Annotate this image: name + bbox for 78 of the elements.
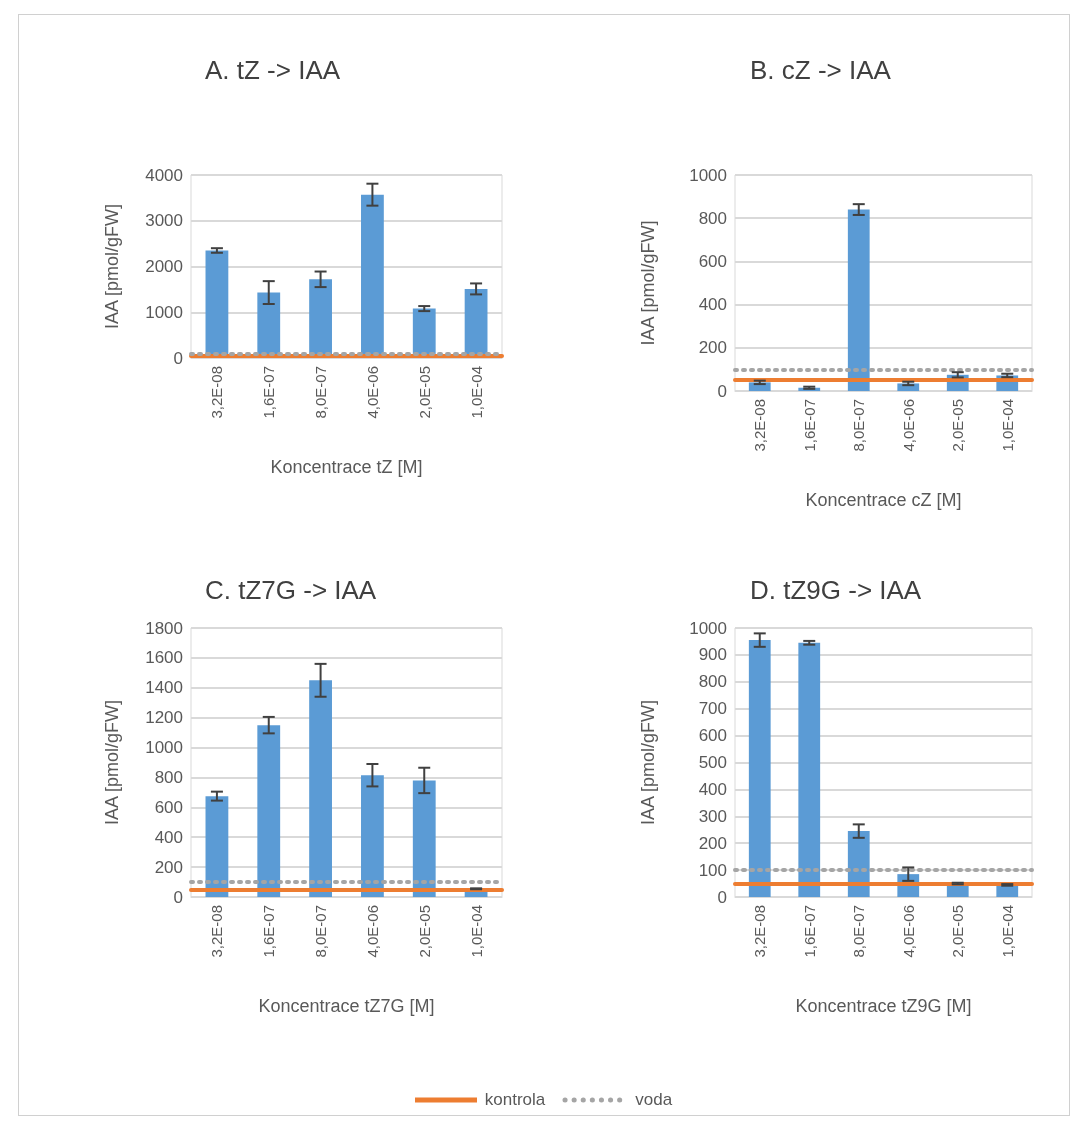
x-tick-label: 4,0E-06 (899, 905, 917, 958)
x-tick-label: 3,2E-08 (751, 399, 769, 452)
bar (205, 796, 229, 897)
y-tick-label: 800 (698, 208, 727, 228)
y-tick-label: 200 (698, 833, 727, 853)
y-tick-label: 300 (698, 806, 727, 826)
x-axis-title: Koncentrace cZ [M] (805, 490, 962, 510)
y-tick-label: 2000 (145, 257, 183, 276)
y-tick-label: 0 (717, 887, 727, 907)
y-tick-label: 600 (698, 251, 727, 271)
y-tick-label: 400 (698, 295, 727, 315)
bar (361, 775, 384, 897)
y-tick-label: 600 (698, 726, 727, 746)
x-tick-label: 1,0E-04 (998, 905, 1016, 958)
y-tick-label: 1800 (145, 618, 183, 638)
y-tick-label: 1200 (145, 708, 183, 728)
y-tick-label: 400 (698, 779, 727, 799)
y-tick-label: 0 (717, 381, 727, 401)
y-tick-label: 500 (698, 753, 727, 772)
x-tick-label: 3,2E-08 (208, 366, 226, 419)
chart-title: D. tZ9G -> IAA (750, 575, 922, 605)
bar (748, 640, 771, 897)
x-tick-label: 8,0E-07 (850, 905, 868, 958)
chart-title: A. tZ -> IAA (205, 55, 341, 85)
y-tick-label: 1000 (145, 302, 183, 322)
y-tick-label: 0 (173, 348, 183, 368)
x-tick-label: 2,0E-05 (415, 905, 433, 958)
y-tick-label: 800 (154, 767, 183, 787)
y-tick-label: 1000 (145, 738, 183, 758)
x-tick-label: 1,6E-07 (800, 399, 818, 452)
x-tick-label: 2,0E-05 (415, 366, 433, 419)
x-tick-label: 3,2E-08 (751, 905, 769, 958)
y-tick-label: 600 (154, 797, 183, 817)
x-tick-label: 1,6E-07 (260, 905, 278, 958)
x-axis-title: Koncentrace tZ7G [M] (258, 996, 435, 1016)
y-tick-label: 200 (698, 338, 727, 358)
x-axis-title: Koncentrace tZ9G [M] (795, 996, 972, 1016)
bar (257, 725, 281, 897)
x-tick-label: 2,0E-05 (949, 399, 967, 452)
y-tick-label: 0 (173, 887, 183, 907)
bar (847, 209, 870, 391)
chart-title: B. cZ -> IAA (750, 55, 892, 85)
x-tick-label: 1,0E-04 (998, 399, 1016, 452)
y-tick-label: 1600 (145, 648, 183, 668)
y-axis-title: IAA [pmol/gFW] (638, 699, 658, 826)
x-tick-label: 8,0E-07 (312, 905, 330, 958)
x-tick-label: 3,2E-08 (208, 905, 226, 958)
x-tick-label: 1,0E-04 (467, 366, 485, 419)
y-tick-label: 1400 (145, 678, 183, 698)
y-tick-label: 200 (154, 857, 183, 877)
x-tick-label: 8,0E-07 (850, 399, 868, 452)
y-axis-title: IAA [pmol/gFW] (102, 699, 122, 826)
x-tick-label: 8,0E-07 (312, 366, 330, 419)
y-tick-label: 1000 (689, 165, 727, 185)
x-tick-label: 4,0E-06 (363, 366, 381, 419)
y-axis-title: IAA [pmol/gFW] (638, 220, 658, 346)
x-axis-title: Koncentrace tZ [M] (270, 457, 423, 477)
y-tick-label: 4000 (145, 165, 183, 185)
y-tick-label: 800 (698, 672, 727, 692)
x-tick-label: 4,0E-06 (899, 399, 917, 452)
bar (412, 780, 436, 897)
legend-label: kontrola (484, 1090, 546, 1110)
y-tick-label: 900 (698, 645, 727, 665)
x-tick-label: 1,0E-04 (467, 905, 485, 958)
x-tick-label: 2,0E-05 (949, 905, 967, 958)
y-tick-label: 100 (698, 860, 727, 880)
bar (309, 680, 332, 897)
y-tick-label: 1000 (689, 618, 727, 638)
x-tick-label: 4,0E-06 (363, 905, 381, 958)
x-tick-label: 1,6E-07 (800, 905, 818, 958)
bar (798, 642, 821, 897)
chart-title: C. tZ7G -> IAA (205, 575, 377, 605)
y-tick-label: 400 (154, 827, 183, 847)
x-tick-label: 1,6E-07 (260, 366, 278, 419)
legend-label: voda (635, 1090, 673, 1110)
y-tick-label: 700 (698, 699, 727, 719)
y-tick-label: 3000 (145, 211, 183, 231)
y-axis-title: IAA [pmol/gFW] (102, 203, 122, 330)
